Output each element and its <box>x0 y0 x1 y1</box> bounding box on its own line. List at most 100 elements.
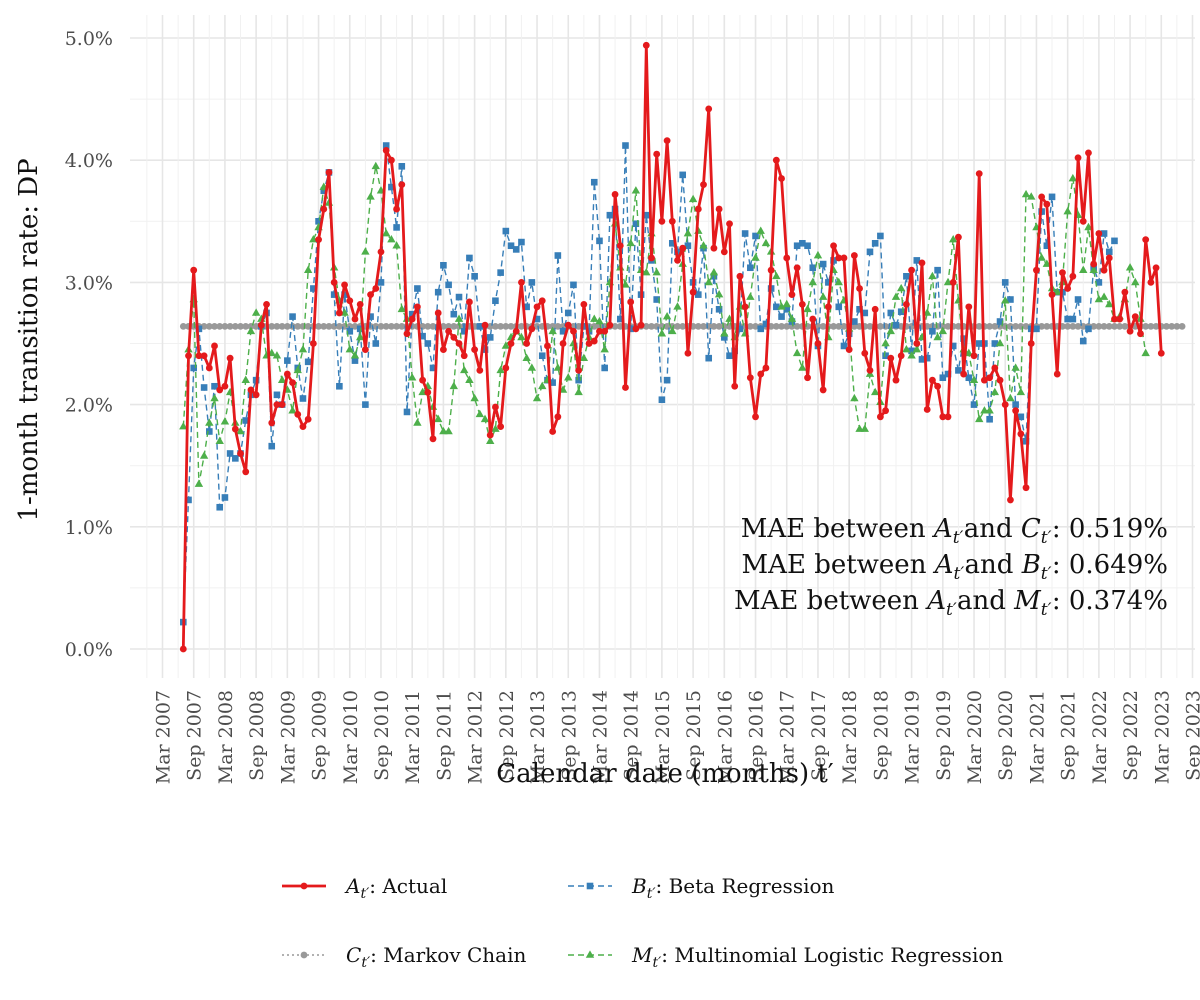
data-point <box>902 300 910 308</box>
data-point <box>903 272 910 280</box>
data-point <box>1063 206 1072 215</box>
y-tick-labels: 0.0% 1.0% 2.0% 3.0% 4.0% 5.0% <box>65 28 113 661</box>
data-point <box>1012 322 1020 330</box>
data-point <box>419 322 427 330</box>
data-point <box>460 352 468 360</box>
data-point <box>580 323 588 330</box>
data-point <box>549 379 556 386</box>
data-point <box>449 381 459 390</box>
data-point <box>304 322 312 330</box>
x-tick-label: Mar 2016 <box>714 690 736 784</box>
data-point <box>1006 393 1015 402</box>
data-point <box>621 280 630 288</box>
data-point <box>626 238 635 247</box>
data-point <box>882 407 889 415</box>
data-point <box>955 367 962 374</box>
data-point <box>382 142 390 149</box>
x-tick-label: Mar 2010 <box>340 690 362 784</box>
data-point <box>710 272 718 280</box>
data-point <box>939 322 947 330</box>
grid <box>130 15 1195 678</box>
data-point <box>445 281 452 289</box>
data-point <box>523 340 531 347</box>
data-point <box>1033 266 1040 274</box>
x-tick-label: Mar 2020 <box>964 690 986 784</box>
data-point <box>975 322 983 330</box>
data-point <box>1142 236 1150 244</box>
mae-annotations: MAE between At′ and Ct′ : 0.519%MAE betw… <box>734 514 1168 620</box>
data-point <box>705 105 713 113</box>
data-point <box>679 244 687 252</box>
data-point <box>996 318 1004 325</box>
data-point <box>216 322 224 330</box>
data-point <box>799 239 806 247</box>
data-point <box>242 322 250 330</box>
data-point <box>387 235 396 243</box>
data-point <box>237 450 244 457</box>
data-point <box>818 292 828 300</box>
data-point <box>762 320 770 328</box>
data-point <box>1068 173 1078 182</box>
data-point <box>226 322 234 330</box>
data-point <box>798 300 806 308</box>
data-point <box>876 413 884 421</box>
data-point <box>497 269 504 276</box>
data-point <box>632 220 640 228</box>
data-point <box>783 322 791 330</box>
data-point <box>554 322 562 330</box>
data-point <box>1016 387 1026 396</box>
data-point <box>590 178 598 186</box>
data-point <box>908 347 915 355</box>
data-point <box>965 303 973 311</box>
data-point <box>1116 322 1124 330</box>
data-point <box>475 409 485 418</box>
data-point <box>700 322 707 330</box>
data-point <box>501 341 511 349</box>
data-point <box>215 436 224 445</box>
data-point <box>991 364 999 372</box>
data-point <box>975 170 983 178</box>
data-point <box>367 291 374 299</box>
data-point <box>393 205 400 213</box>
data-point <box>429 364 437 372</box>
data-point <box>471 346 479 354</box>
data-point <box>242 417 250 424</box>
data-point <box>611 322 619 330</box>
y-tick-label: 2.0% <box>65 395 113 417</box>
data-point <box>902 345 911 353</box>
data-point <box>419 376 427 384</box>
data-point <box>372 285 380 292</box>
data-point <box>1001 279 1009 286</box>
data-point <box>284 357 291 364</box>
data-point <box>309 340 317 347</box>
data-point <box>975 340 983 347</box>
data-point <box>778 313 785 320</box>
data-point <box>1053 287 1062 295</box>
data-point <box>454 314 464 322</box>
data-point <box>871 305 879 313</box>
data-point <box>231 425 239 433</box>
data-point <box>835 322 843 330</box>
data-point <box>440 346 447 354</box>
x-tick-label: Mar 2023 <box>1151 690 1173 784</box>
data-point <box>1111 322 1118 330</box>
data-point <box>601 364 608 372</box>
data-point <box>596 327 603 335</box>
data-point <box>715 305 723 313</box>
data-point <box>361 247 370 255</box>
data-point <box>835 303 843 311</box>
data-point <box>793 242 801 250</box>
data-point <box>341 281 348 289</box>
x-tick-label: Sep 2008 <box>246 690 268 781</box>
data-point <box>747 264 754 272</box>
data-point <box>1100 230 1108 237</box>
data-point <box>346 297 354 305</box>
data-point <box>528 279 536 286</box>
data-point <box>1043 242 1051 250</box>
data-point <box>251 308 261 316</box>
data-point <box>190 322 198 330</box>
data-point <box>466 298 473 306</box>
data-point <box>1037 253 1046 261</box>
data-point <box>445 322 453 330</box>
data-point <box>642 322 650 330</box>
